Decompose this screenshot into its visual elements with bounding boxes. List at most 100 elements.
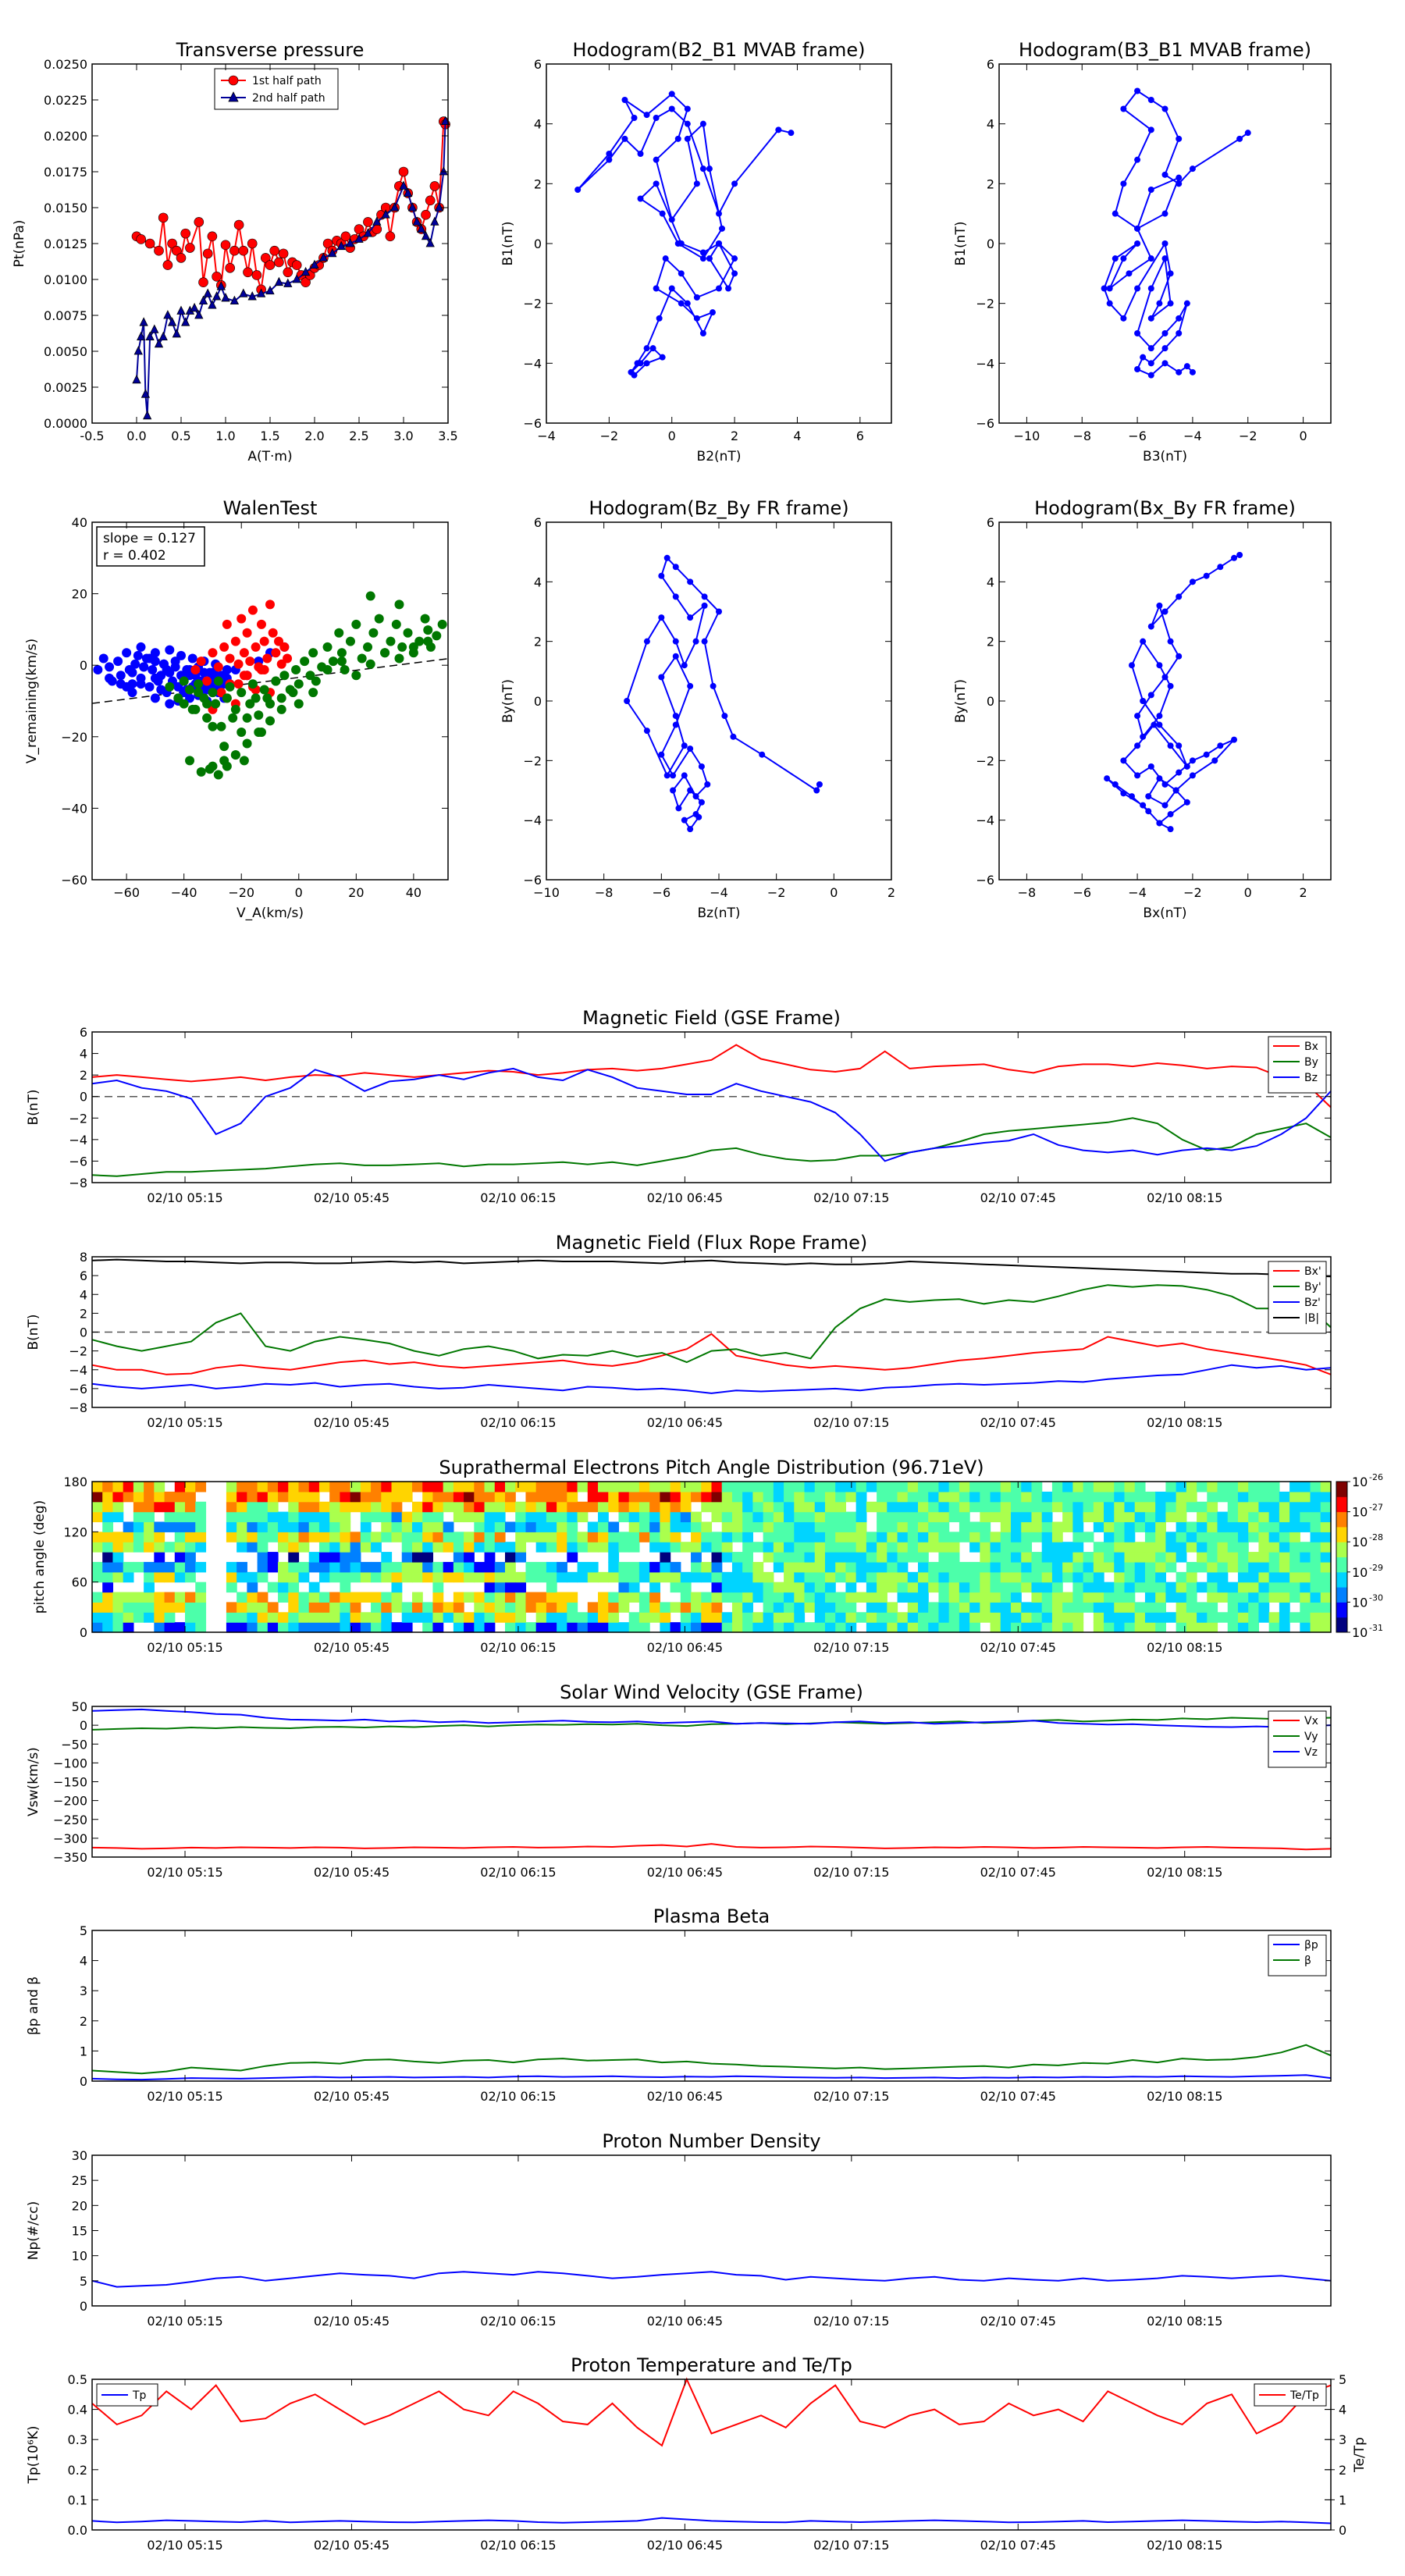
heatmap-cell <box>92 1501 103 1513</box>
data-point <box>187 704 197 714</box>
heatmap-cell <box>401 1602 413 1613</box>
heatmap-cell <box>814 1511 826 1523</box>
y-tick-label: 0 <box>80 1718 87 1733</box>
data-point <box>271 676 281 686</box>
heatmap-cell <box>164 1592 176 1603</box>
heatmap-cell <box>453 1561 464 1573</box>
x-tick-label: 0 <box>1244 885 1252 900</box>
heatmap-cell <box>649 1602 660 1613</box>
legend-label: By' <box>1304 1281 1321 1293</box>
series-line-βp <box>91 2074 1332 2081</box>
series-line-Vx <box>91 1843 1332 1851</box>
heatmap-cell <box>1217 1612 1229 1623</box>
heatmap-cell <box>1217 1571 1229 1583</box>
heatmap-cell <box>1021 1571 1033 1583</box>
heatmap-cell <box>535 1532 547 1542</box>
heatmap-cell <box>1104 1521 1115 1532</box>
heatmap-cell <box>1227 1552 1239 1563</box>
heatmap-cell <box>567 1602 578 1613</box>
y-tick-label: −50 <box>61 1737 87 1752</box>
data-point <box>225 653 235 664</box>
heatmap-cell <box>1300 1491 1311 1503</box>
colorbar-segment <box>1336 1546 1347 1550</box>
heatmap-cell <box>144 1561 155 1573</box>
data-point <box>251 642 261 652</box>
heatmap-cell <box>711 1491 723 1503</box>
heatmap-cell <box>1155 1622 1166 1633</box>
heatmap-cell <box>298 1592 310 1603</box>
heatmap-cell <box>1021 1602 1033 1613</box>
data-point <box>196 767 206 777</box>
data-point <box>173 693 183 703</box>
heatmap-cell <box>535 1521 547 1532</box>
time-tick-label: 02/10 06:45 <box>647 1190 723 1205</box>
heatmap-cell <box>318 1552 330 1563</box>
x-tick-label: −8 <box>1018 885 1037 900</box>
heatmap-cell <box>877 1542 887 1553</box>
data-point <box>1134 713 1141 720</box>
heatmap-cell <box>1248 1482 1260 1493</box>
heatmap-cell <box>1062 1622 1073 1633</box>
time-tick-label: 02/10 05:15 <box>147 2089 222 2104</box>
heatmap-cell <box>814 1602 826 1613</box>
heatmap-cell <box>824 1552 836 1563</box>
heatmap-cell <box>948 1612 960 1623</box>
data-point <box>399 180 408 190</box>
data-point <box>1189 578 1196 585</box>
colorbar-segment <box>1336 1628 1347 1633</box>
heatmap-cell <box>411 1612 423 1623</box>
y-tick-label: −100 <box>53 1756 87 1770</box>
data-point <box>190 665 201 675</box>
heatmap-cell <box>577 1511 589 1523</box>
heatmap-cell <box>1300 1511 1311 1523</box>
x-tick-label: 40 <box>406 885 422 900</box>
heatmap-cell <box>1072 1582 1084 1593</box>
colorbar-segment <box>1336 1496 1347 1501</box>
data-point <box>322 642 333 652</box>
y-tick-label: 0.0025 <box>44 380 87 395</box>
heatmap-cell <box>731 1552 743 1563</box>
data-point <box>687 682 694 689</box>
heatmap-cell <box>443 1532 454 1542</box>
data-point <box>1211 757 1218 764</box>
heatmap-cell <box>887 1622 898 1633</box>
heatmap-cell <box>638 1602 650 1613</box>
heatmap-cell <box>980 1542 991 1553</box>
heatmap-cell <box>1217 1582 1229 1593</box>
heatmap-cell <box>959 1532 970 1542</box>
colorbar-tick-exponent: -28 <box>1369 1532 1383 1542</box>
heatmap-cell <box>1300 1612 1311 1623</box>
heatmap-cell <box>288 1482 300 1493</box>
heatmap-cell <box>1165 1552 1177 1563</box>
heatmap-cell <box>959 1582 970 1593</box>
heatmap-cell <box>505 1521 516 1532</box>
colorbar-segment <box>1336 1557 1347 1561</box>
data-point <box>1156 775 1163 782</box>
heatmap-cell <box>288 1592 300 1603</box>
x-tick-label: −40 <box>171 885 197 900</box>
heatmap-cell <box>814 1561 826 1573</box>
heatmap-cell <box>247 1501 258 1513</box>
data-point <box>187 653 197 664</box>
colorbar-tick-exponent: -29 <box>1369 1563 1383 1573</box>
heatmap-cell <box>1093 1602 1104 1613</box>
data-point <box>404 187 413 197</box>
data-point <box>276 704 286 714</box>
heatmap-cell <box>92 1532 103 1542</box>
data-point <box>637 360 644 367</box>
data-point <box>1120 757 1127 764</box>
data-point <box>300 656 310 667</box>
heatmap-cell <box>1011 1482 1022 1493</box>
y-tick-label: −4 <box>69 1363 87 1378</box>
heatmap-cell <box>318 1602 330 1613</box>
heatmap-cell <box>298 1571 310 1583</box>
plot-frame <box>91 521 449 881</box>
data-point <box>219 742 229 752</box>
heatmap-cell <box>660 1521 671 1532</box>
heatmap-cell <box>794 1511 806 1523</box>
heatmap-cell <box>742 1552 753 1563</box>
heatmap-cell <box>711 1511 723 1523</box>
heatmap-cell <box>587 1622 599 1633</box>
heatmap-cell <box>546 1501 557 1513</box>
data-point <box>1134 156 1141 163</box>
